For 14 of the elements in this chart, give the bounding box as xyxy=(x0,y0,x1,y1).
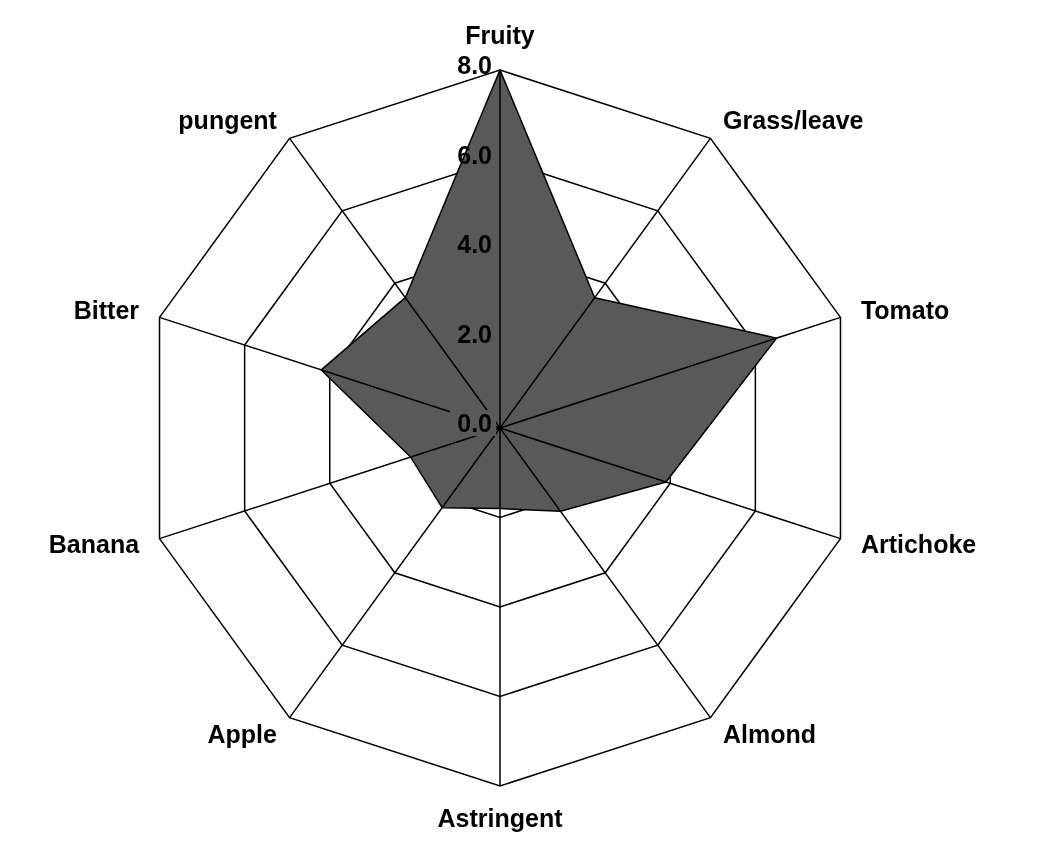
spoke-label: Almond xyxy=(723,720,817,749)
y-tick-label: 2.0 xyxy=(457,319,492,348)
spoke-label: pungent xyxy=(178,105,278,134)
spoke-label: Apple xyxy=(207,720,278,749)
spoke-label: Tomato xyxy=(860,295,950,324)
spoke-label: Artichoke xyxy=(860,530,977,559)
spoke-label: Banana xyxy=(48,530,141,559)
y-tick-label: 8.0 xyxy=(457,51,492,79)
y-tick-label: 0.0 xyxy=(457,409,492,437)
spoke-label: Fruity xyxy=(465,20,535,49)
spoke-label: Grass/leave xyxy=(723,105,864,134)
y-tick-label: 4.0 xyxy=(457,230,492,258)
spoke-label: Bitter xyxy=(73,295,140,324)
spoke-label: Astringent xyxy=(437,804,564,833)
